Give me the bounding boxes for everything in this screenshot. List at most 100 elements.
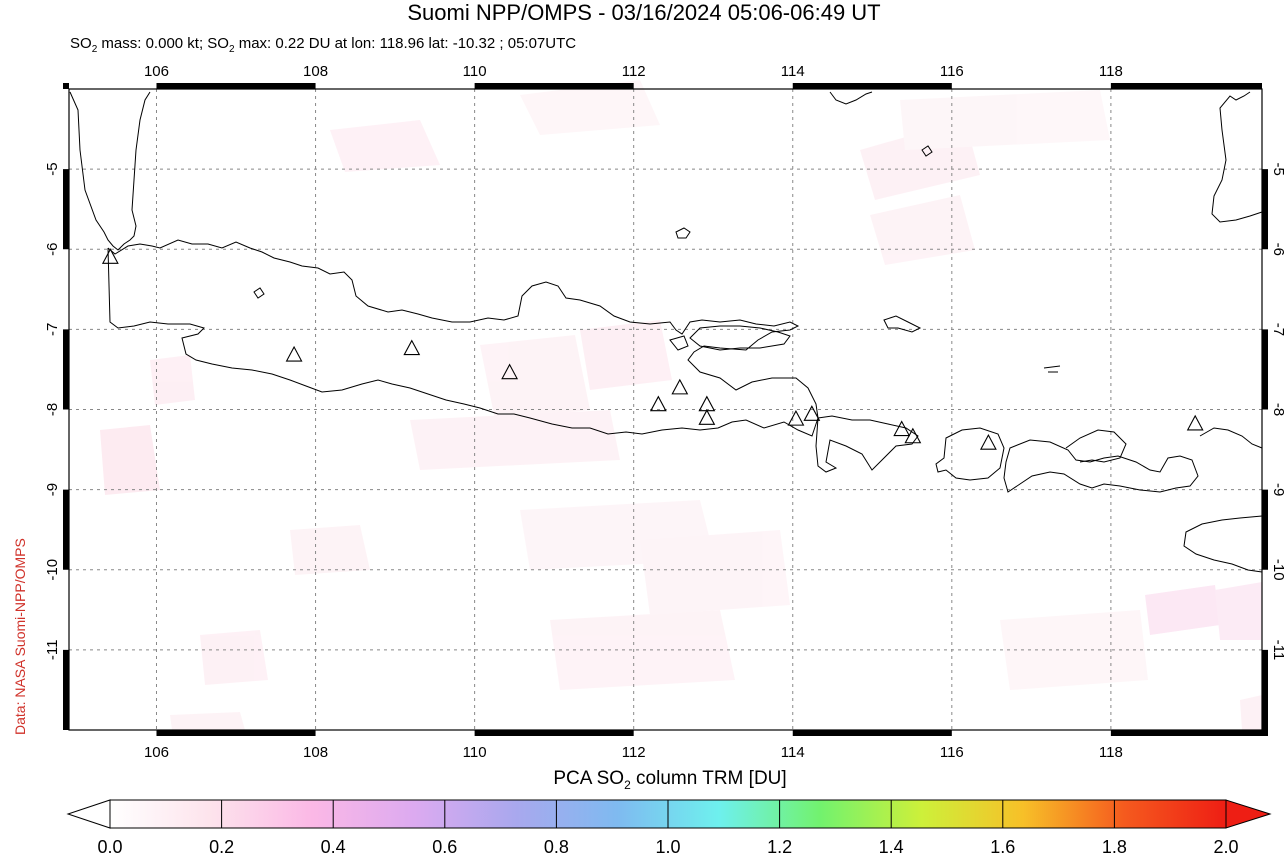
triangle-icon <box>904 427 922 444</box>
frame-segment-bottom <box>156 730 316 736</box>
colorbar-title-subscript: 2 <box>624 777 631 792</box>
frame-corner <box>63 83 69 89</box>
lat-tick-label-left: -7 <box>44 323 61 336</box>
colorbar-tick-label: 1.2 <box>767 837 792 855</box>
lon-tick-label-bottom: 116 <box>940 744 964 761</box>
small-island-1 <box>253 287 265 299</box>
frame-segment-left <box>63 649 69 730</box>
sumatra-coast <box>69 91 151 251</box>
bali-coast <box>815 415 919 473</box>
lon-tick-label-top: 116 <box>940 63 964 80</box>
colorbar-tick-label: 1.0 <box>655 837 680 855</box>
colorbar-tick-label: 1.8 <box>1102 837 1127 855</box>
small-island-3 <box>1043 365 1061 373</box>
colorbar-tick-label: 0.0 <box>97 837 122 855</box>
lombok-coast <box>935 427 1005 481</box>
colorbar-tick-label: 0.4 <box>321 837 346 855</box>
frame-segment-top <box>474 83 634 89</box>
lat-tick-label-right: -8 <box>1270 403 1287 416</box>
lat-tick-label-right: -5 <box>1270 162 1287 175</box>
frame-segment-left <box>63 169 69 250</box>
lon-tick-label-bottom: 110 <box>463 744 487 761</box>
flores-coast <box>1199 427 1263 449</box>
frame-segment-top <box>156 83 316 89</box>
colorbar: 0.0 0.2 0.4 0.6 0.8 1.0 1.2 1.4 1.6 1.8 2.0 <box>66 799 1272 855</box>
lat-tick-label-right: -7 <box>1270 323 1287 336</box>
colorbar-tick-label: 1.6 <box>990 837 1015 855</box>
lon-tick-label-bottom: 114 <box>781 744 805 761</box>
lat-tick-label-left: -10 <box>44 559 61 581</box>
lat-tick-label-left: -9 <box>44 483 61 496</box>
triangle-icon <box>893 420 911 437</box>
colorbar-title-rest: column TRM [DU] <box>630 768 787 789</box>
lat-tick-label-left: -5 <box>44 162 61 175</box>
sulawesi-coast <box>1211 91 1263 223</box>
map-frame: 106 106 108 108 110 110 112 112 114 114 116 116 118 1… <box>44 63 1287 761</box>
colorbar-tick-label: 1.4 <box>879 837 904 855</box>
frame-segment-bottom <box>792 730 952 736</box>
lat-tick-label-right: -11 <box>1270 640 1287 661</box>
frame-segment-top <box>792 83 952 89</box>
map-title: Suomi NPP/OMPS - 03/16/2024 05:06-06:49 … <box>407 0 881 25</box>
volcano-markers <box>101 248 1204 450</box>
triangle-icon <box>101 248 119 264</box>
colorbar-title: PCA SO2 column TRM [DU] <box>0 768 1288 792</box>
colorbar-tick-label: 2.0 <box>1213 837 1238 855</box>
subtitle-subscript: 2 <box>91 44 98 55</box>
triangle-icon <box>1186 414 1204 431</box>
colorbar-tick-label: 0.8 <box>544 837 569 855</box>
frame-segment-right <box>1262 489 1268 570</box>
lon-tick-label-bottom: 106 <box>144 744 169 761</box>
lon-tick-label-top: 112 <box>622 63 646 80</box>
lat-tick-label-left: -11 <box>44 640 61 661</box>
frame-segment-left <box>63 329 69 410</box>
sumba-coast <box>1183 515 1263 573</box>
triangle-icon <box>649 395 667 412</box>
frame-segment-right <box>1262 169 1268 250</box>
lon-tick-label-top: 108 <box>303 63 328 80</box>
java-coast <box>107 239 819 437</box>
frame-segment-bottom <box>1110 730 1262 736</box>
small-island-2 <box>921 145 933 157</box>
triangle-icon <box>403 339 421 356</box>
lon-tick-label-bottom: 108 <box>303 744 328 761</box>
coastline-layer <box>69 91 1263 573</box>
lon-tick-label-top: 118 <box>1099 63 1123 80</box>
lon-tick-label-bottom: 112 <box>622 744 646 761</box>
subtitle-subscript-2: 2 <box>228 44 235 55</box>
frame-segment-top <box>1110 83 1262 89</box>
lat-tick-label-right: -9 <box>1270 483 1287 496</box>
frame-segment-left <box>63 489 69 570</box>
so2-pixel-layer <box>100 80 1262 730</box>
triangle-icon <box>698 395 716 412</box>
sumbawa-coast <box>1003 439 1199 493</box>
sumbawa-north-coast <box>1065 429 1127 463</box>
madura-coast <box>689 325 791 351</box>
map-subtitle: SO2 mass: 0.000 kt; SO2 max: 0.22 DU at … <box>70 35 576 55</box>
bawean-island <box>675 227 691 239</box>
lat-tick-label-left: -8 <box>44 403 61 416</box>
subtitle-mid: mass: 0.000 kt; SO <box>97 35 229 52</box>
small-island-4 <box>669 335 689 351</box>
lon-tick-label-top: 106 <box>144 63 169 80</box>
lon-tick-label-bottom: 118 <box>1099 744 1123 761</box>
frame-segment-right <box>1262 329 1268 410</box>
colorbar-title-prefix: PCA SO <box>553 768 625 789</box>
triangle-icon <box>803 405 821 421</box>
lat-tick-label-left: -6 <box>44 243 61 256</box>
graticule <box>69 89 1262 730</box>
triangle-icon <box>787 409 805 426</box>
triangle-icon <box>698 409 716 425</box>
subtitle-rest: max: 0.22 DU at lon: 118.96 lat: -10.32 … <box>234 35 577 52</box>
colorbar-min-arrow <box>66 799 111 829</box>
triangle-icon <box>501 363 519 380</box>
lon-tick-label-top: 110 <box>463 63 487 80</box>
colorbar-tick-label: 0.6 <box>432 837 457 855</box>
frame-segment-bottom <box>474 730 634 736</box>
lat-tick-label-right: -6 <box>1270 243 1287 256</box>
lon-tick-label-top: 114 <box>781 63 805 80</box>
triangle-icon <box>671 378 689 395</box>
frame-corner <box>1262 730 1268 736</box>
triangle-icon <box>285 345 303 362</box>
